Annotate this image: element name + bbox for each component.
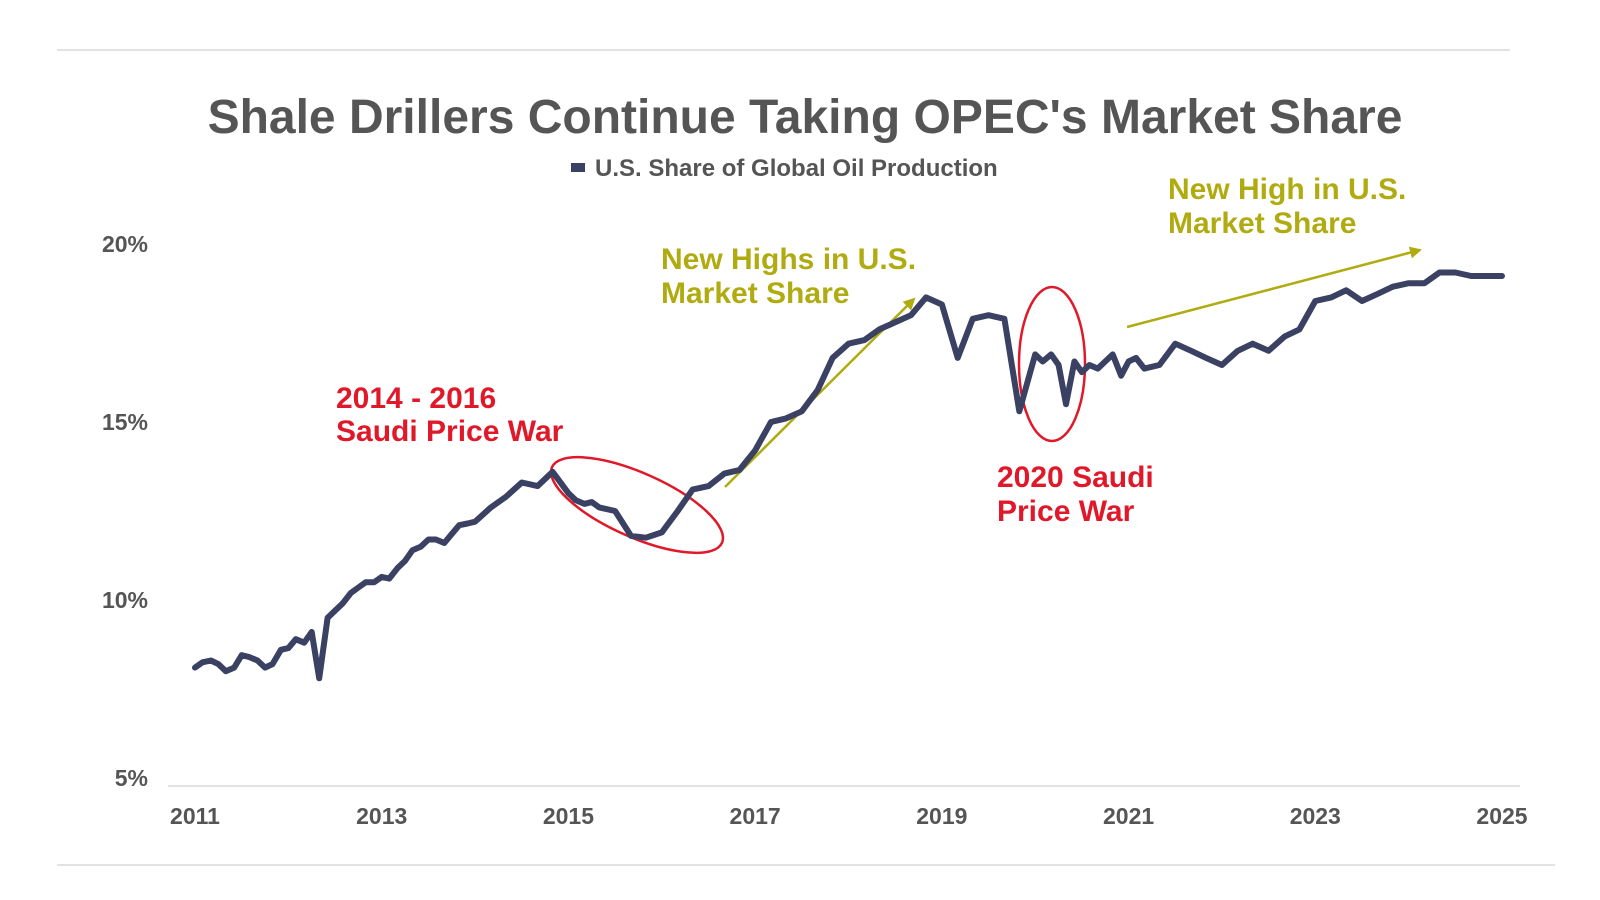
chart-title: Shale Drillers Continue Taking OPEC's Ma… <box>208 91 1403 144</box>
x-tick-label: 2011 <box>170 803 220 829</box>
new-highs-arrow-2 <box>1126 246 1422 329</box>
y-axis: 5% 10% 15% 20% <box>102 231 148 791</box>
x-tick-label: 2023 <box>1290 803 1341 829</box>
price-war-2014-ellipse <box>549 455 725 555</box>
annotation-new-highs-1: New Highs in U.S. Market Share <box>661 243 924 310</box>
x-tick-label: 2025 <box>1476 803 1527 829</box>
y-tick-label: 20% <box>102 231 148 257</box>
x-axis: 2011 2013 2015 2017 2019 2021 2023 2025 <box>170 803 1528 829</box>
x-tick-label: 2017 <box>730 803 781 829</box>
y-tick-label: 15% <box>102 409 148 435</box>
legend: U.S. Share of Global Oil Production <box>571 155 998 182</box>
annotation-2014-price-war: 2014 - 2016 Saudi Price War <box>336 382 564 448</box>
legend-label: U.S. Share of Global Oil Production <box>595 155 998 182</box>
annotation-new-highs-2: New High in U.S. Market Share <box>1168 173 1415 240</box>
legend-swatch <box>571 163 585 172</box>
y-tick-label: 5% <box>115 765 148 791</box>
x-tick-label: 2021 <box>1103 803 1154 829</box>
price-war-2020-ellipse <box>1017 285 1087 443</box>
x-tick-label: 2015 <box>543 803 594 829</box>
x-tick-label: 2013 <box>356 803 407 829</box>
annotation-2020-price-war: 2020 Saudi Price War <box>997 461 1162 528</box>
y-tick-label: 10% <box>102 587 148 613</box>
x-tick-label: 2019 <box>916 803 967 829</box>
series-line-us-share <box>192 269 1505 682</box>
